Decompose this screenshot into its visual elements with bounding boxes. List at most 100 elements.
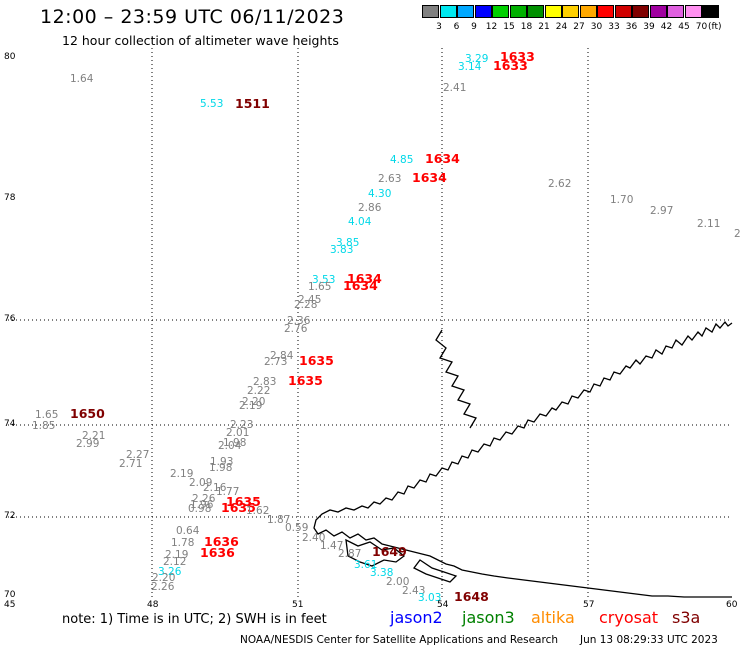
lon-label: 60 xyxy=(726,600,738,610)
scale-swatch xyxy=(597,5,614,18)
scale-swatch xyxy=(667,5,684,18)
wave-height-value: 2.73 xyxy=(264,356,287,368)
observation-time: 1634 xyxy=(425,151,460,166)
lat-label: 78 xyxy=(4,193,16,203)
wave-height-value: 2.62 xyxy=(548,178,571,190)
observation-time: 1636 xyxy=(204,534,239,549)
scale-label: 30 xyxy=(590,22,603,32)
island-contour xyxy=(345,538,406,567)
wave-height-value: 2.45 xyxy=(298,294,321,306)
observation-time: 1649 xyxy=(372,544,407,559)
wave-height-value: 1.78 xyxy=(171,537,194,549)
observation-time: 1511 xyxy=(235,96,270,111)
observation-time: 1636 xyxy=(200,545,235,560)
altimeter-observations: 3.29 1633 3.14 1633 1.64 2.41 5.53 1511 4.85 1634… xyxy=(32,49,740,604)
map-title: 12:00 – 23:59 UTC 06/11/2023 xyxy=(40,6,345,28)
wave-height-value: 2.00 xyxy=(386,576,409,588)
wave-height-value: 2.71 xyxy=(119,458,142,470)
scale-swatch xyxy=(439,5,457,18)
lon-label: 51 xyxy=(292,600,304,610)
scale-swatch xyxy=(457,5,474,18)
wave-height-value: 1.65 xyxy=(308,281,331,293)
wave-height-value: 4.30 xyxy=(368,188,391,200)
wave-height-value: 0.98 xyxy=(188,503,211,515)
scale-swatch xyxy=(632,5,649,18)
wave-height-value: 1.98 xyxy=(209,462,232,474)
observation-time: 1635 xyxy=(288,373,323,388)
scale-swatch xyxy=(562,5,579,18)
wave-height-value: 1.64 xyxy=(70,73,94,85)
lat-label: 76 xyxy=(4,314,16,324)
scale-swatch xyxy=(492,5,509,18)
wave-height-value: 2 xyxy=(734,228,740,240)
wave-height-value: 4.04 xyxy=(348,216,372,228)
scale-swatch xyxy=(474,5,492,18)
scale-swatch xyxy=(649,5,667,18)
map-subtitle: 12 hour collection of altimeter wave hei… xyxy=(62,33,339,48)
wave-height-value: 2.26 xyxy=(151,581,175,593)
wave-height-value: 2.22 xyxy=(247,385,270,397)
wave-height-value: 3.29 xyxy=(465,53,488,65)
scale-swatch xyxy=(579,5,597,18)
wave-height-value: 2.19 xyxy=(170,468,193,480)
wave-height-value: 4.85 xyxy=(390,154,413,166)
wave-height-value: 3.53 xyxy=(312,274,335,286)
lon-label: 48 xyxy=(147,600,159,610)
observation-time: 1634 xyxy=(412,170,447,185)
scale-swatch xyxy=(614,5,632,18)
lat-label: 72 xyxy=(4,511,16,521)
wave-height-value: 2.63 xyxy=(378,173,401,185)
wave-height-value: 1.77 xyxy=(216,486,239,498)
lat-label: 70 xyxy=(4,590,16,600)
scale-label: 9 xyxy=(471,22,477,32)
scale-label: 70 xyxy=(695,22,708,32)
scale-label: 42 xyxy=(660,22,673,32)
wave-height-value: 0.59 xyxy=(285,522,308,534)
scale-label: 6 xyxy=(453,22,460,32)
wave-height-value: 1.98 xyxy=(223,437,246,449)
observation-time: 1635 xyxy=(226,494,261,509)
legend-cryosat: cryosat xyxy=(599,608,659,627)
generated-timestamp: Jun 13 08:29:33 UTC 2023 xyxy=(580,634,718,646)
scale-label: 21 xyxy=(538,22,550,32)
wave-height-value: 2.01 xyxy=(226,427,249,439)
legend-s3a: s3a xyxy=(672,608,701,627)
wave-height-value: 1.47 xyxy=(320,540,343,552)
wave-height-value: 2.87 xyxy=(338,548,361,560)
scale-label: 45 xyxy=(678,22,690,32)
wave-height-value: 2.16 xyxy=(203,482,227,494)
wave-height-value: 0.64 xyxy=(176,525,200,537)
wave-height-value: 3.83 xyxy=(330,244,353,256)
wave-height-value: 2.36 xyxy=(287,315,311,327)
scale-swatch xyxy=(702,5,719,18)
wave-height-value: 3.03 xyxy=(418,592,441,604)
scale-swatch xyxy=(422,5,439,18)
wave-height-value: 2.41 xyxy=(443,82,466,94)
wave-height-value: 2.21 xyxy=(82,430,105,442)
scale-label: 33 xyxy=(608,22,620,32)
wave-height-value: 1.70 xyxy=(610,194,633,206)
main-coastline xyxy=(313,320,733,598)
wave-height-value: 1.87 xyxy=(267,514,290,526)
lat-label: 80 xyxy=(4,52,16,62)
scale-unit: (ft) xyxy=(708,22,722,32)
wave-height-value: 2.19 xyxy=(239,400,262,412)
inner-coast xyxy=(435,329,477,429)
scale-label: 24 xyxy=(555,22,568,32)
wave-height-value: 2.12 xyxy=(163,556,186,568)
wave-height-value: 3.38 xyxy=(370,567,393,579)
wave-height-value: 2.27 xyxy=(126,449,149,461)
credit-line: NOAA/NESDIS Center for Satellite Applica… xyxy=(240,634,558,646)
observation-time: 1635 xyxy=(299,353,334,368)
wave-height-value: 2.19 xyxy=(165,549,188,561)
scale-swatch xyxy=(527,5,544,18)
lat-label: 74 xyxy=(4,419,16,429)
wave-height-value: 2.76 xyxy=(284,323,308,335)
scale-label: 36 xyxy=(625,22,638,32)
scale-label: 27 xyxy=(573,22,585,32)
wave-height-value: 2.86 xyxy=(358,202,382,214)
wave-height-value: 2.20 xyxy=(152,572,175,584)
observation-time: 1634 xyxy=(343,278,378,293)
lon-label: 54 xyxy=(437,600,449,610)
